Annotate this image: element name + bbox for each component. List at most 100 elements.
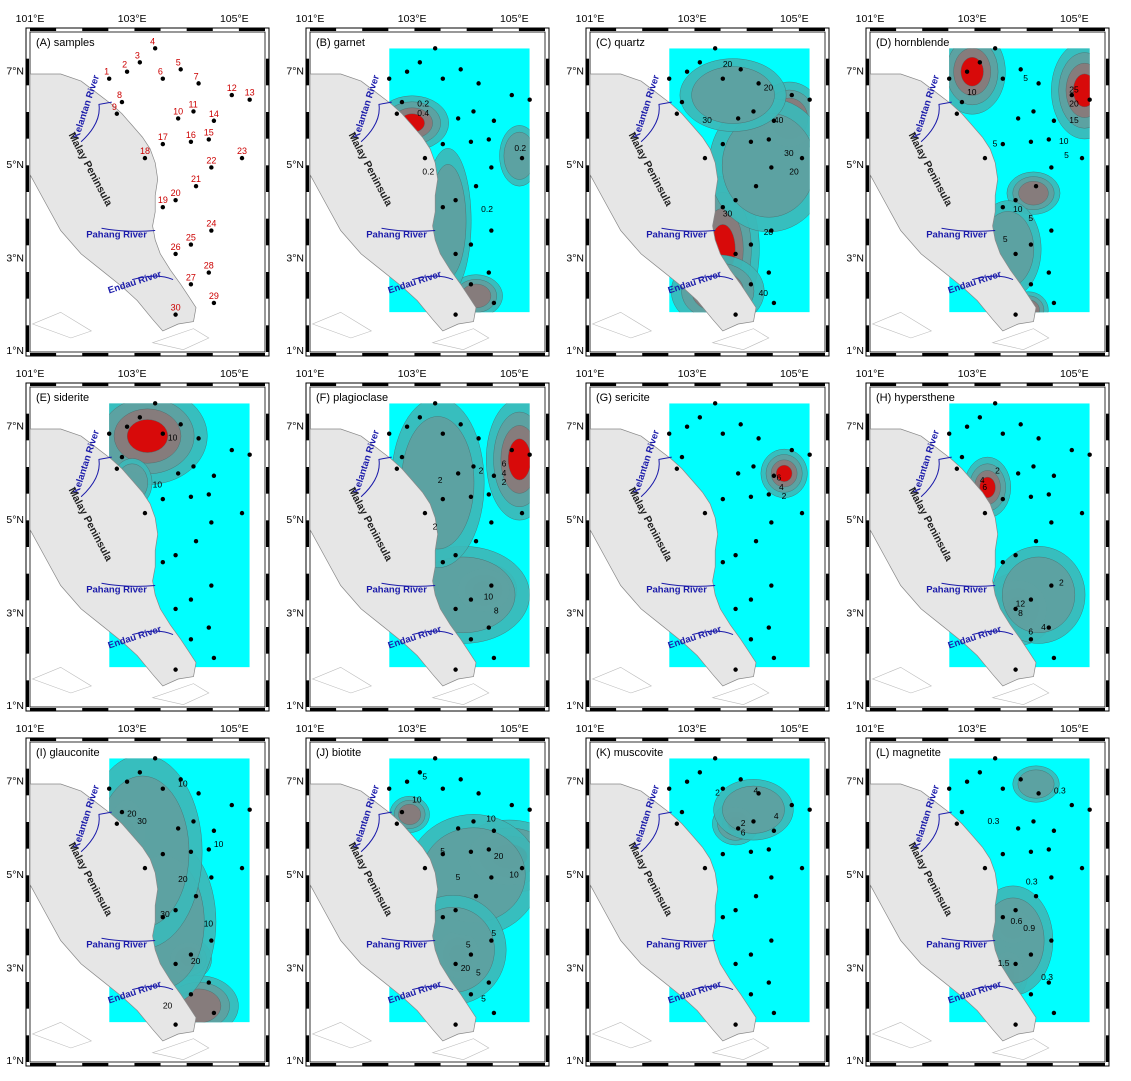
- sample-point: [239, 155, 245, 161]
- sample-point: [756, 81, 761, 86]
- pahang-river-line: [661, 582, 716, 587]
- islands-outline: [711, 328, 770, 350]
- contour-level: [776, 464, 793, 482]
- sample-point: [124, 424, 130, 429]
- sample-id-label: 13: [245, 88, 255, 98]
- sample-point: [152, 46, 158, 51]
- sample-point: [519, 155, 525, 161]
- sample-id-label: 23: [237, 146, 247, 156]
- sample-point: [453, 552, 458, 558]
- sample-point: [954, 466, 960, 471]
- sample-point: [206, 847, 212, 852]
- panel-title: (J) biotite: [316, 747, 361, 759]
- contour-value-label: 5: [466, 940, 471, 950]
- sample-point: [702, 155, 708, 161]
- sample-point: [666, 76, 672, 81]
- sample-point: [188, 139, 194, 144]
- lon-tick-label: 105°E: [500, 723, 529, 735]
- sample-point: [751, 464, 756, 469]
- contour-value-label: 10: [178, 778, 188, 788]
- sample-point: [527, 97, 532, 102]
- contour-value-label: 30: [160, 909, 170, 919]
- contour-level: [503, 131, 530, 180]
- contour-level: [1002, 556, 1076, 633]
- sample-point: [432, 756, 438, 761]
- sample-point: [733, 907, 738, 913]
- sample-point: [178, 777, 183, 782]
- sample-id-label: 18: [140, 146, 150, 156]
- sample-point: [1000, 76, 1006, 81]
- sample-point: [684, 779, 690, 784]
- sample-point: [771, 1010, 777, 1016]
- lon-tick-label: 103°E: [678, 368, 707, 380]
- sample-point: [468, 992, 474, 997]
- contour-level: [1073, 73, 1090, 108]
- pahang-river-line: [661, 937, 716, 942]
- sample-point: [954, 111, 960, 116]
- sample-point: [1028, 494, 1034, 499]
- sample-point: [491, 828, 497, 833]
- sumatra-outline: [871, 1021, 933, 1049]
- sample-point: [458, 777, 463, 782]
- lat-tick-label: 3°N: [6, 253, 24, 265]
- contour-value-label: 10: [967, 87, 977, 97]
- sumatra-outline: [31, 1021, 93, 1049]
- sample-point: [712, 756, 718, 761]
- sample-point: [946, 431, 952, 436]
- lon-tick-label: 103°E: [678, 723, 707, 735]
- contour-value-label: 0.3: [1026, 876, 1038, 886]
- sample-id-label: 15: [204, 127, 214, 137]
- sample-point: [771, 473, 777, 478]
- sample-point: [1087, 452, 1092, 457]
- sample-point: [766, 270, 772, 275]
- contour-value-label: 12: [1016, 599, 1026, 609]
- sample-point: [1033, 538, 1039, 544]
- sample-point: [751, 819, 756, 824]
- pahang-river-line: [101, 937, 156, 942]
- lon-tick-label: 103°E: [958, 368, 987, 380]
- sample-point: [1046, 270, 1052, 275]
- sample-point: [440, 786, 446, 791]
- contour-value-label: 2: [502, 477, 507, 487]
- contour-value-label: 20: [191, 956, 201, 966]
- sample-point: [1028, 849, 1034, 854]
- sample-point: [440, 431, 446, 436]
- sample-point: [1013, 606, 1018, 612]
- sample-point: [489, 875, 494, 880]
- contour-value-label: 20: [163, 1000, 173, 1010]
- contour-value-label: 1.5: [998, 958, 1010, 968]
- sample-point: [440, 914, 446, 920]
- peninsula-land: [310, 73, 477, 332]
- sample-point: [188, 494, 194, 499]
- lat-tick-label: 1°N: [846, 1055, 864, 1067]
- sample-id-label: 19: [158, 195, 168, 205]
- contour-value-label: 10: [153, 479, 163, 489]
- sample-point: [114, 821, 120, 826]
- sample-point: [160, 559, 166, 565]
- sample-point: [964, 69, 970, 74]
- lon-tick-label: 103°E: [678, 13, 707, 25]
- sample-point: [394, 111, 400, 116]
- sample-point: [959, 454, 965, 460]
- contour-value-label: 20: [494, 851, 504, 861]
- sample-point: [674, 111, 680, 116]
- sample-point: [1049, 938, 1054, 943]
- sample-point: [679, 454, 685, 460]
- sample-id-label: 17: [158, 132, 168, 142]
- sumatra-outline: [871, 311, 933, 339]
- contour-value-label: 5: [1023, 73, 1028, 83]
- sample-point: [173, 312, 178, 317]
- sample-point: [468, 952, 474, 957]
- contour-value-label: 2: [782, 491, 787, 501]
- endau-river-line: [692, 275, 734, 281]
- sample-point: [756, 436, 761, 441]
- sample-point: [1046, 625, 1052, 630]
- sample-point: [807, 97, 812, 102]
- sample-point: [982, 155, 988, 161]
- contour-value-label: 0.2: [481, 204, 493, 214]
- sample-point: [1046, 492, 1052, 497]
- sample-point: [404, 424, 410, 429]
